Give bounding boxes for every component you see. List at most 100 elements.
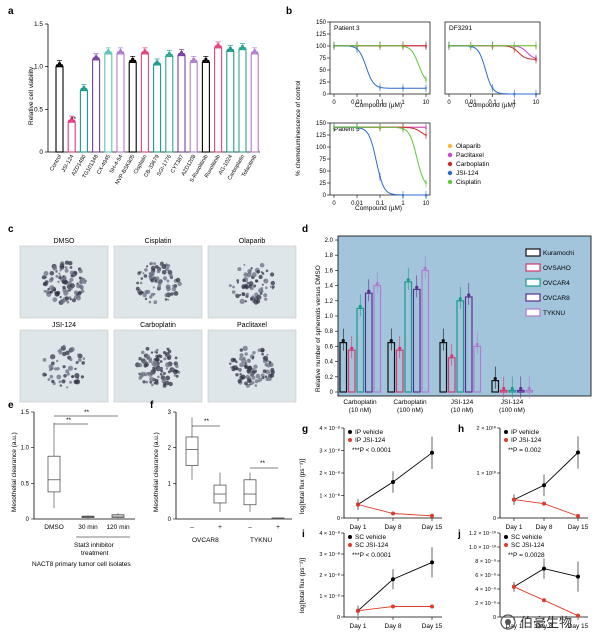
panel-d-group-label: (100 nM) xyxy=(499,407,525,414)
panel-f-group-1: OVCAR8 xyxy=(192,537,219,544)
panel-e-ytick: 0 xyxy=(26,517,30,523)
panel-f-xtick: + xyxy=(276,524,280,531)
panel-label-e: e xyxy=(8,400,14,411)
svg-text:×: × xyxy=(491,86,494,92)
panel-f-ytick: 2 xyxy=(168,446,172,452)
panel-a-bar xyxy=(250,53,259,153)
panel-b-legend-label: Cisplatin xyxy=(456,179,481,186)
panel-d-legend-label: OVCAR4 xyxy=(543,280,570,287)
panel-a-bar xyxy=(177,55,186,153)
svg-text:×: × xyxy=(379,44,382,50)
series-point xyxy=(576,613,580,618)
ytick: 0 xyxy=(493,615,496,621)
ytick: 3 × 10⁻⁸ xyxy=(319,448,340,455)
legend-label: SC JSI-124 xyxy=(511,542,545,549)
panel-f-group-2: TYKNU xyxy=(250,537,272,544)
panel-c-photo-label: Cisplatin xyxy=(145,238,172,245)
series-point xyxy=(430,604,434,609)
xtick: Day 8 xyxy=(536,524,553,531)
ylabel: log[total flux (ps⁻¹)] xyxy=(299,558,306,613)
panel-d-ytick: 0 xyxy=(330,390,334,396)
legend-marker xyxy=(504,535,508,539)
panel-e-ylabel: Mesothelial clearance (a.u.) xyxy=(11,432,18,512)
panel-e-box xyxy=(47,455,61,493)
svg-text:×: × xyxy=(535,57,538,63)
panel-a-bar xyxy=(189,61,198,153)
legend-marker xyxy=(348,438,352,442)
xtick: Day 1 xyxy=(350,524,367,531)
panel-a-ytick: 0 xyxy=(39,149,43,156)
series-point xyxy=(512,584,516,589)
series-point xyxy=(391,577,395,582)
panel-f-xtick: + xyxy=(218,524,222,531)
panel-b-xtick: 0.1 xyxy=(376,100,385,106)
svg-text:×: × xyxy=(425,77,428,83)
panel-label-a: a xyxy=(8,6,14,17)
panel-d-group-label: JSI-124 xyxy=(501,399,524,406)
panel-b-xlabel-1: Compound (µM) xyxy=(355,102,402,109)
watermark-text: 伯豪生物 xyxy=(520,615,572,630)
panel-d-legend-swatch xyxy=(525,308,541,317)
panel-d-ytick: 2.0 xyxy=(325,238,334,244)
watermark: 伯豪生物 xyxy=(500,614,572,630)
panel-d-ytick: 1.6 xyxy=(325,268,334,274)
panel-b-ytick: 125 xyxy=(316,133,327,139)
panel-d-legend-swatch xyxy=(525,248,541,257)
xtick: Day 15 xyxy=(422,524,443,531)
panel-b-xtick: 10 xyxy=(423,201,430,207)
legend-label: IP JSI-124 xyxy=(355,437,386,444)
panel-b-legend-marker xyxy=(447,143,453,149)
legend-label: IP vehicle xyxy=(511,429,539,436)
series-point xyxy=(576,450,580,455)
series-point xyxy=(576,513,580,518)
xtick: Day 15 xyxy=(568,524,589,531)
panel-a-ylabel: Relative cell viability xyxy=(28,66,35,125)
panel-c-photo-label: Carboplatin xyxy=(140,322,176,329)
panel-b-legend-marker xyxy=(447,152,453,158)
panel-e-xtick: 120 min xyxy=(106,524,130,531)
svg-text:×: × xyxy=(513,47,516,53)
panel-e-ytick: 1.0 xyxy=(21,446,30,452)
panel-label-j: j xyxy=(457,529,461,540)
panel-b-chart: % chemoluminescence of control Patient 3… xyxy=(295,20,541,212)
legend-label: SC vehicle xyxy=(355,534,386,541)
legend-label: IP JSI-124 xyxy=(511,437,542,444)
xtick: Day 1 xyxy=(506,524,523,531)
pvalue: **P = 0.002 xyxy=(508,447,541,454)
panel-b-xlabel-2: Compound (µM) xyxy=(468,102,515,109)
series-line xyxy=(513,499,579,517)
svg-text:×: × xyxy=(425,86,428,92)
panel-d-legend-swatch xyxy=(525,293,541,302)
panel-b-ytick: 100 xyxy=(316,145,327,151)
legend-marker xyxy=(504,438,508,442)
series-point xyxy=(430,560,434,565)
panel-d-legend-label: TYKNU xyxy=(543,310,565,317)
panel-a-bar xyxy=(238,49,247,153)
svg-text:×: × xyxy=(402,127,405,133)
panel-label-d: d xyxy=(302,224,308,235)
panel-label-c: c xyxy=(8,224,14,235)
pvalue: ***P < 0.0001 xyxy=(352,552,391,559)
panel-b-legend-marker xyxy=(447,179,453,185)
panel-b-xtick: 0 xyxy=(332,201,336,207)
xtick: Day 8 xyxy=(385,623,402,630)
panel-b-xtick: 1 xyxy=(513,100,517,106)
panel-label-i: i xyxy=(302,529,305,540)
panel-b-ytick: 50 xyxy=(319,169,326,175)
panel-b-xtick: 0 xyxy=(332,100,336,106)
panel-label-b: b xyxy=(286,6,292,17)
panel-e-xtick: 30 min xyxy=(78,524,98,531)
svg-text:×: × xyxy=(356,47,359,53)
svg-text:×: × xyxy=(379,125,382,131)
panel-b-xtick: 0.01 xyxy=(351,201,363,207)
ytick: 6 × 10⁻⁹ xyxy=(475,572,496,579)
panel-d-ytick: 0.8 xyxy=(325,329,334,335)
panel-a-bar xyxy=(128,61,137,153)
svg-text:×: × xyxy=(379,85,382,91)
panel-f-box xyxy=(185,436,199,466)
panel-label-f: f xyxy=(150,400,154,411)
panel-e-sub2: treatment xyxy=(81,550,109,557)
panel-b-ytick: 100 xyxy=(316,44,327,50)
ylabel: log[total flux (ps⁻¹)] xyxy=(299,459,306,514)
panel-b-xlabel-3: Compound (µM) xyxy=(355,205,402,212)
